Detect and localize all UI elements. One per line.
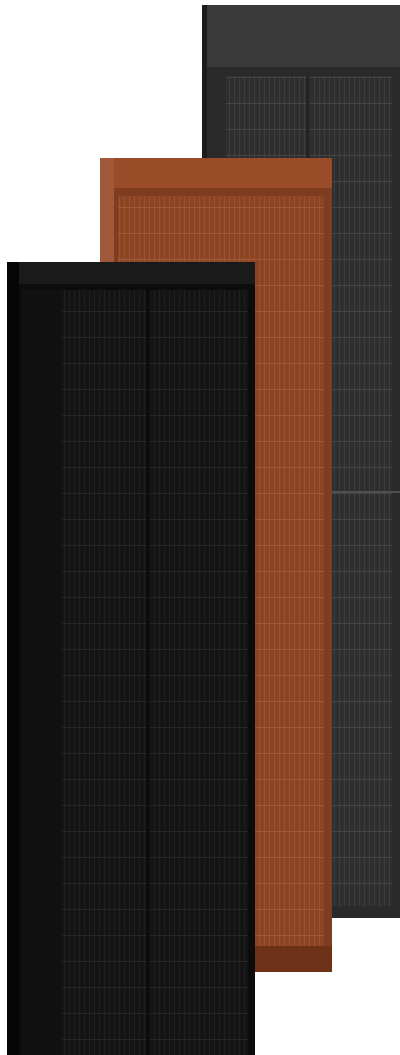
black-edge xyxy=(7,262,19,1055)
black-top-band xyxy=(7,262,255,284)
black-cells xyxy=(62,290,248,1055)
gray-top-band xyxy=(202,5,400,67)
black-left-margin xyxy=(22,290,62,1055)
copper-top-band xyxy=(100,158,332,188)
black-panel xyxy=(7,262,255,1055)
